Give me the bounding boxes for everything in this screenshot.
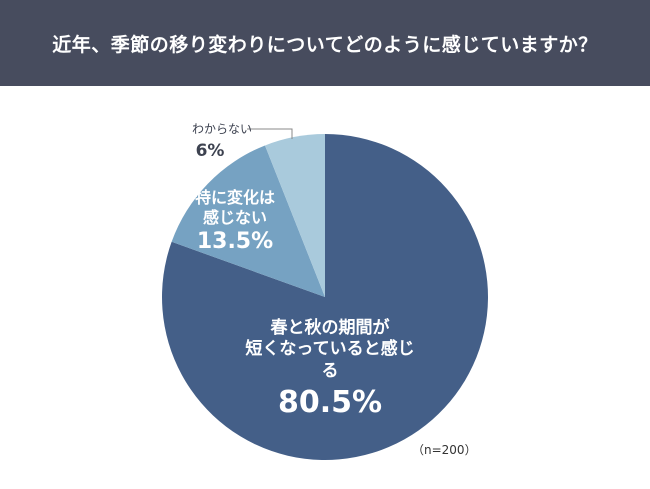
slice-label-0-line1: 春と秋の期間が (270, 318, 390, 338)
slice-label-2: わからない 6% (182, 122, 262, 162)
sample-size-note: （n=200） (412, 443, 477, 457)
slice-value-0: 80.5% (277, 384, 383, 420)
slice-label-1: 特に変化は 感じない 13.5% (180, 188, 290, 256)
slice-label-2-line1: わからない (191, 122, 252, 136)
leader-line (247, 128, 293, 139)
slice-value-2: 6% (195, 141, 225, 161)
slice-label-0: 春と秋の期間が 短くなっていると感じる 80.5% (240, 318, 420, 421)
slice-label-1-line2: 感じない (202, 208, 267, 227)
slice-label-0-line2: 短くなっていると感じる (245, 339, 415, 381)
slice-value-1: 13.5% (196, 229, 274, 254)
pie-slice-2 (264, 134, 325, 297)
slice-label-1-line1: 特に変化は (194, 188, 275, 207)
pie-slice-1 (171, 145, 325, 297)
chart-title: 近年、季節の移り変わりについてどのように感じていますか？ (0, 0, 650, 86)
